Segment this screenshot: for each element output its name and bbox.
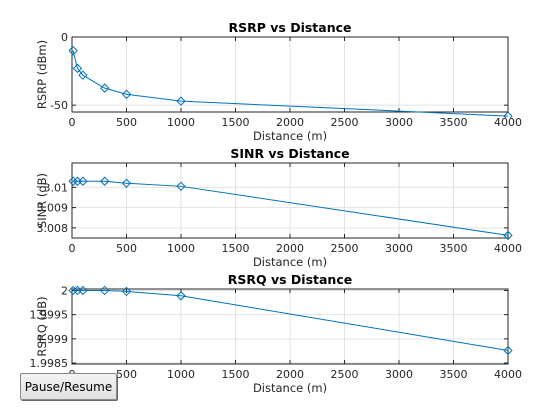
chart-2-axes [71, 162, 509, 239]
chart-1-xtick-label: 1500 [222, 116, 250, 129]
chart-2-data-point [176, 181, 186, 192]
chart-1-xtick-label: 500 [116, 116, 137, 129]
chart-3-title: RSRQ vs Distance [228, 272, 352, 287]
chart-1-data-point [68, 45, 78, 56]
chart-2-xtick-label: 500 [116, 242, 137, 255]
chart-3-xlabel: Distance (m) [253, 381, 327, 395]
chart-3-xtick-label: 1000 [167, 368, 195, 381]
chart-2-xtick-label: 2500 [331, 242, 359, 255]
chart-2-xtick-label: 3000 [385, 242, 413, 255]
chart-1-xtick-label: 0 [69, 116, 76, 129]
chart-1-xtick-label: 1000 [167, 116, 195, 129]
chart-2-xtick-label: 0 [69, 242, 76, 255]
chart-2-xlabel: Distance (m) [253, 255, 327, 269]
chart-3-ytick-label: 2 [61, 284, 68, 297]
chart-1-series [68, 45, 513, 118]
chart-2-ytick-label: 3.009 [37, 202, 69, 215]
chart-1-xlabel: Distance (m) [253, 129, 327, 143]
chart-2-series [68, 176, 513, 241]
chart-3-series-line [73, 289, 509, 351]
chart-1-xtick-label: 2000 [276, 116, 304, 129]
chart-1-xtick-label: 4000 [494, 116, 522, 129]
chart-2-ytick-label: 3.008 [37, 222, 69, 235]
chart-2-xtick-label: 2000 [276, 242, 304, 255]
chart-3-xtick-label: 1500 [222, 368, 250, 381]
pause-resume-button[interactable]: Pause/Resume [20, 373, 117, 400]
chart-2-series-line [73, 180, 509, 236]
chart-3-xtick-label: 500 [116, 368, 137, 381]
chart-1-data-point [78, 70, 88, 80]
chart-1-series-line [72, 50, 509, 117]
chart-1-ytick-label: -50 [50, 99, 68, 112]
chart-1-data-point [72, 63, 83, 74]
chart-1-xtick-label: 3500 [440, 116, 468, 129]
chart-3-xtick-label: 3500 [440, 368, 468, 381]
chart-2-data-point [503, 230, 513, 241]
chart-3-data-point [176, 291, 186, 301]
chart-3-xtick-label: 2500 [331, 368, 359, 381]
chart-2-data-point [121, 178, 132, 188]
chart-2-xtick-label: 1500 [222, 242, 250, 255]
chart-3-xtick-label: 3000 [385, 368, 413, 381]
chart-2-ylabel: SINR (dB) [35, 173, 49, 228]
chart-2-ytick-label: 3.01 [44, 181, 69, 194]
chart-1-data-point [121, 89, 132, 99]
chart-3-ytick-label: 1.999 [37, 333, 69, 346]
chart-1-ylabel: RSRP (dBm) [35, 40, 49, 109]
chart-1-data-point [99, 83, 110, 93]
chart-2-title: SINR vs Distance [230, 146, 349, 161]
chart-1-axes [71, 36, 509, 113]
chart-2-xtick-label: 4000 [494, 242, 522, 255]
chart-3-data-point [68, 285, 78, 296]
chart-2-data-point [78, 176, 88, 186]
chart-3-xtick-label: 2000 [276, 368, 304, 381]
chart-3-ytick-label: 1.9995 [30, 309, 69, 322]
chart-3-data-point [121, 286, 132, 297]
chart-3-ytick-label: 1.9985 [30, 357, 69, 370]
chart-1-data-point [176, 96, 186, 106]
chart-1-ytick-label: 0 [61, 31, 68, 44]
chart-3-data-point [503, 345, 513, 356]
chart-1-xtick-label: 3000 [385, 116, 413, 129]
chart-1-xtick-label: 2500 [331, 116, 359, 129]
chart-3-ylabel: RSRQ (dB) [35, 296, 49, 356]
chart-3-axes [71, 288, 509, 365]
chart-1-title: RSRP vs Distance [228, 20, 351, 35]
chart-2-xtick-label: 1000 [167, 242, 195, 255]
chart-2-xtick-label: 3500 [440, 242, 468, 255]
chart-3-data-point [99, 285, 110, 296]
chart-2-data-point [99, 176, 110, 186]
chart-1-data-point [503, 111, 513, 118]
chart-3-data-point [78, 285, 88, 296]
chart-2-data-point [68, 176, 78, 186]
chart-3-xtick-label: 4000 [494, 368, 522, 381]
chart-3-series [68, 285, 513, 356]
